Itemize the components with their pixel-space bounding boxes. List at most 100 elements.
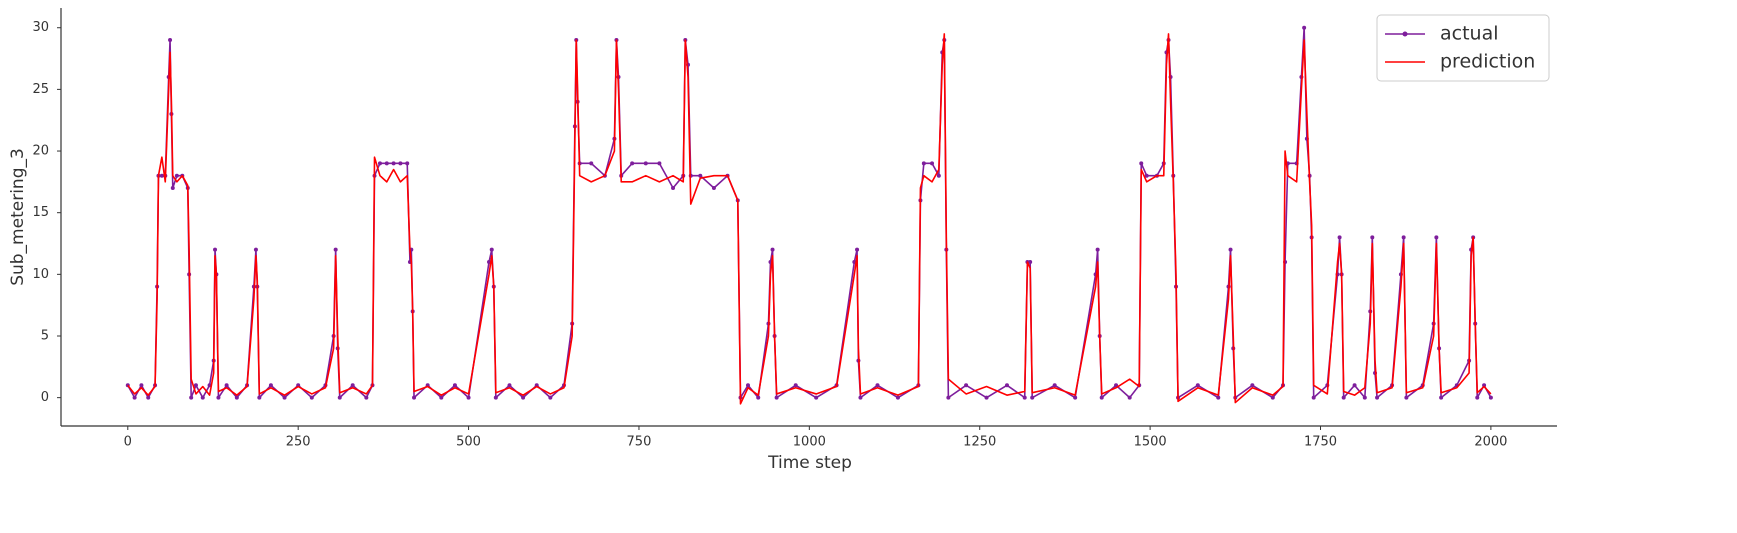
data-point: [268, 383, 273, 388]
x-tick-label: 1000: [793, 435, 826, 450]
data-point: [711, 186, 716, 191]
data-point: [657, 161, 662, 166]
y-tick-label: 0: [41, 390, 49, 405]
y-tick-label: 20: [32, 144, 49, 159]
data-point: [452, 383, 457, 388]
data-point: [309, 395, 314, 400]
data-point: [1270, 395, 1275, 400]
data-point: [139, 383, 144, 388]
data-point: [257, 395, 262, 400]
y-tick-label: 10: [32, 267, 49, 282]
x-tick-label: 2000: [1474, 435, 1507, 450]
data-point: [1404, 395, 1409, 400]
data-point: [168, 38, 173, 43]
data-point: [855, 247, 860, 252]
data-point: [377, 161, 382, 166]
x-tick-label: 500: [456, 435, 481, 450]
x-tick-label: 0: [124, 435, 132, 450]
data-point: [698, 173, 703, 178]
data-point: [936, 173, 941, 178]
data-point: [1073, 395, 1078, 400]
y-tick-label: 25: [32, 82, 49, 97]
data-point: [756, 395, 761, 400]
data-point: [466, 395, 471, 400]
data-point: [643, 161, 648, 166]
data-point: [946, 395, 951, 400]
data-point: [930, 161, 935, 166]
data-point: [1139, 161, 1144, 166]
data-point: [548, 395, 553, 400]
data-point: [384, 161, 389, 166]
data-point: [282, 395, 287, 400]
data-point: [1337, 235, 1342, 240]
data-point: [216, 395, 221, 400]
data-point: [770, 247, 775, 252]
plot-area: [125, 25, 1493, 405]
data-point: [1144, 173, 1149, 178]
data-point: [1475, 395, 1480, 400]
data-point: [412, 395, 417, 400]
data-point: [1434, 235, 1439, 240]
y-axis-label: Sub_metering_3: [8, 148, 28, 286]
data-point: [1362, 395, 1367, 400]
data-point: [146, 395, 151, 400]
data-point: [213, 247, 218, 252]
data-point: [1352, 383, 1357, 388]
data-point: [224, 383, 229, 388]
x-tick-label: 1250: [963, 435, 996, 450]
series-line: [127, 33, 1492, 405]
data-point: [921, 161, 926, 166]
y-tick-label: 30: [32, 20, 49, 35]
legend: actual prediction: [1376, 14, 1550, 82]
data-point: [493, 395, 498, 400]
data-point: [858, 395, 863, 400]
x-axis-label: Time step: [767, 453, 852, 473]
data-point: [1022, 395, 1027, 400]
data-point: [1028, 260, 1033, 265]
data-point: [200, 395, 205, 400]
data-point: [1052, 383, 1057, 388]
data-point: [875, 383, 880, 388]
x-tick-label: 250: [286, 435, 311, 450]
data-point: [1375, 395, 1380, 400]
data-point: [895, 395, 900, 400]
data-point: [391, 161, 396, 166]
data-point: [234, 395, 239, 400]
data-point: [333, 247, 338, 252]
data-point: [630, 161, 635, 166]
data-point: [1302, 25, 1307, 30]
x-tick-label: 750: [627, 435, 652, 450]
data-point: [964, 383, 969, 388]
series-line: [127, 26, 1492, 399]
data-point: [405, 161, 410, 166]
data-point: [793, 383, 798, 388]
x-tick-label: 1500: [1134, 435, 1167, 450]
data-point: [521, 395, 526, 400]
data-point: [489, 247, 494, 252]
data-point: [1195, 383, 1200, 388]
data-point: [350, 383, 355, 388]
data-point: [174, 173, 179, 178]
legend-label: prediction: [1440, 51, 1535, 73]
y-tick-label: 15: [32, 205, 49, 220]
data-point: [774, 395, 779, 400]
data-point: [1216, 395, 1221, 400]
data-point: [1482, 383, 1487, 388]
data-point: [1250, 383, 1255, 388]
data-point: [253, 247, 258, 252]
data-point: [364, 395, 369, 400]
data-point: [132, 395, 137, 400]
data-point: [814, 395, 819, 400]
data-point: [1488, 395, 1493, 400]
data-point: [193, 383, 198, 388]
data-point: [1311, 395, 1316, 400]
legend-marker: [1402, 31, 1408, 37]
data-point: [746, 383, 751, 388]
data-point: [159, 173, 164, 178]
data-point: [589, 161, 594, 166]
data-point: [1341, 395, 1346, 400]
y-tick-label: 5: [41, 328, 49, 343]
data-point: [507, 383, 512, 388]
